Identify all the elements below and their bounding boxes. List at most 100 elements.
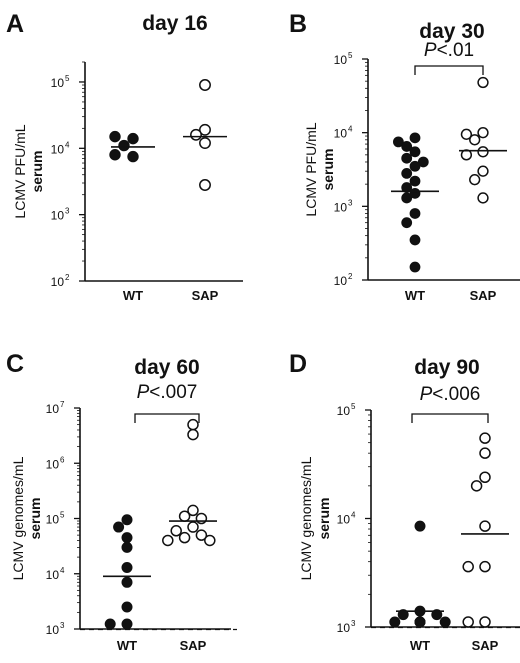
wt-point [409,160,421,172]
y-tick-label: 10 [51,142,65,156]
sap-point [479,432,491,444]
y-tick-exponent: 5 [348,51,353,60]
wt-point [401,182,413,193]
y-axis-label: LCMV genomes/mL [10,456,26,580]
p-value-italic: P [420,384,433,405]
chart-title: day 16 [142,12,207,35]
wt-point [109,130,121,143]
x-category-label: WT [117,638,137,653]
wt-point [121,576,133,588]
y-tick-exponent: 3 [351,619,356,628]
sap-point [195,529,208,541]
sap-point [470,480,483,492]
x-category-label: WT [410,638,430,653]
panel-letter: D [289,350,307,378]
sap-point [477,165,489,177]
sap-point [479,520,491,532]
sap-point [204,534,216,547]
wt-point [121,618,133,630]
sap-point [162,534,174,547]
sap-point [195,512,208,525]
sap-point [178,510,191,522]
y-tick-label: 10 [337,404,351,418]
significance-bracket [411,413,489,423]
wt-point [417,156,429,168]
wt-point [409,175,421,187]
y-tick-label: 10 [337,621,351,635]
wt-point [109,149,121,161]
sap-point [199,137,211,150]
sap-point [479,560,491,573]
sap-point [460,128,473,140]
wt-point [409,234,421,246]
y-tick-exponent: 4 [60,566,65,575]
sap-point [479,471,491,483]
sap-point [187,504,199,517]
sap-point [462,616,474,628]
sap-point [477,76,489,89]
y-tick-exponent: 7 [60,400,65,409]
wt-point [118,139,130,152]
y-tick-exponent: 4 [348,125,353,134]
sap-point [479,447,491,459]
y-tick-label: 10 [46,402,60,416]
sap-point [477,127,489,139]
y-axis-label-bold: serum [27,497,43,539]
y-tick-label: 10 [51,76,65,90]
wt-point [431,609,443,621]
y-tick-exponent: 2 [348,272,353,281]
sap-point [187,428,199,441]
y-tick-label: 10 [51,209,65,223]
y-axis-label-bold: serum [320,148,336,190]
x-category-label: SAP [180,638,207,653]
wt-point [121,601,133,613]
sap-point [187,418,199,431]
sap-point [199,79,211,91]
y-tick-label: 10 [334,274,348,288]
significance-bracket [134,413,200,423]
y-tick-label: 10 [51,275,65,289]
y-tick-label: 10 [46,623,60,637]
p-value-label: P<.007 [137,382,198,403]
y-tick-label: 10 [46,568,60,582]
sap-point [199,179,211,191]
wt-point [104,618,116,630]
wt-point [127,132,139,145]
panel-letter: A [6,10,24,38]
sap-point [170,525,182,537]
sap-point [199,123,211,136]
p-value-threshold: <.01 [437,40,475,61]
x-category-label: WT [405,288,425,303]
wt-point [397,609,409,621]
wt-point [401,141,413,152]
significance-bracket [414,65,484,75]
y-tick-label: 10 [334,127,348,141]
wt-point [121,514,133,526]
wt-point [414,520,426,532]
sap-point [477,146,489,158]
sap-point [178,531,191,544]
y-tick-exponent: 5 [65,74,70,83]
x-category-label: SAP [470,288,497,303]
chart-title: day 90 [414,356,479,379]
wt-point [121,532,133,544]
y-axis-label: LCMV genomes/mL [298,456,314,580]
x-category-label: SAP [472,638,499,653]
y-tick-exponent: 5 [60,511,65,520]
p-value-label: P<.01 [424,40,474,61]
y-tick-exponent: 3 [65,207,70,216]
sap-point [477,192,489,204]
sap-point [469,174,481,186]
y-axis-label-bold: serum [29,150,45,192]
y-tick-exponent: 4 [65,140,70,149]
wt-point [409,132,421,144]
y-tick-exponent: 6 [60,455,65,464]
y-axis-label: LCMV PFU/mL [12,124,28,218]
y-tick-label: 10 [46,513,60,527]
wt-point [414,616,426,628]
y-axis-label-bold: serum [316,497,332,539]
